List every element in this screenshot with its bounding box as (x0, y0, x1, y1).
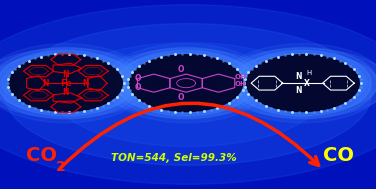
Ellipse shape (228, 47, 376, 119)
Ellipse shape (0, 5, 376, 184)
Text: N: N (295, 71, 302, 81)
Text: TON=544, Sel=99.3%: TON=544, Sel=99.3% (111, 153, 237, 163)
Ellipse shape (246, 55, 359, 112)
Text: N: N (83, 79, 89, 88)
Ellipse shape (2, 57, 130, 109)
Text: OH: OH (235, 81, 246, 87)
Ellipse shape (234, 50, 371, 116)
Ellipse shape (5, 24, 371, 165)
Ellipse shape (0, 50, 134, 116)
Text: O: O (177, 93, 184, 102)
Ellipse shape (53, 43, 323, 146)
Ellipse shape (122, 57, 250, 109)
Text: CO: CO (26, 146, 56, 165)
Text: O: O (177, 65, 184, 74)
Ellipse shape (0, 53, 141, 113)
Text: O: O (135, 74, 141, 83)
Ellipse shape (118, 50, 255, 116)
Text: H: H (307, 70, 312, 76)
Ellipse shape (130, 55, 243, 112)
Text: 2: 2 (56, 160, 65, 174)
Text: O: O (135, 83, 141, 92)
Text: N: N (42, 79, 49, 88)
Ellipse shape (220, 44, 376, 123)
Ellipse shape (111, 53, 261, 113)
Text: Fe: Fe (60, 79, 72, 88)
Ellipse shape (0, 47, 141, 119)
Text: CO: CO (323, 146, 353, 165)
Text: N: N (62, 88, 69, 97)
Text: N: N (295, 86, 302, 95)
Ellipse shape (0, 48, 152, 118)
Text: N: N (62, 70, 69, 79)
Ellipse shape (9, 55, 122, 112)
Ellipse shape (103, 44, 269, 123)
Ellipse shape (227, 53, 376, 113)
Text: X: X (303, 79, 309, 88)
Ellipse shape (0, 44, 149, 123)
Ellipse shape (239, 57, 367, 109)
Ellipse shape (216, 48, 376, 118)
Text: OH: OH (235, 74, 246, 80)
Ellipse shape (111, 47, 261, 119)
Ellipse shape (100, 48, 273, 118)
